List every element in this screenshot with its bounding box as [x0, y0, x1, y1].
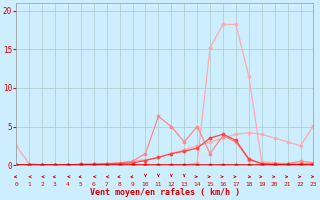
X-axis label: Vent moyen/en rafales ( km/h ): Vent moyen/en rafales ( km/h ): [90, 188, 240, 197]
